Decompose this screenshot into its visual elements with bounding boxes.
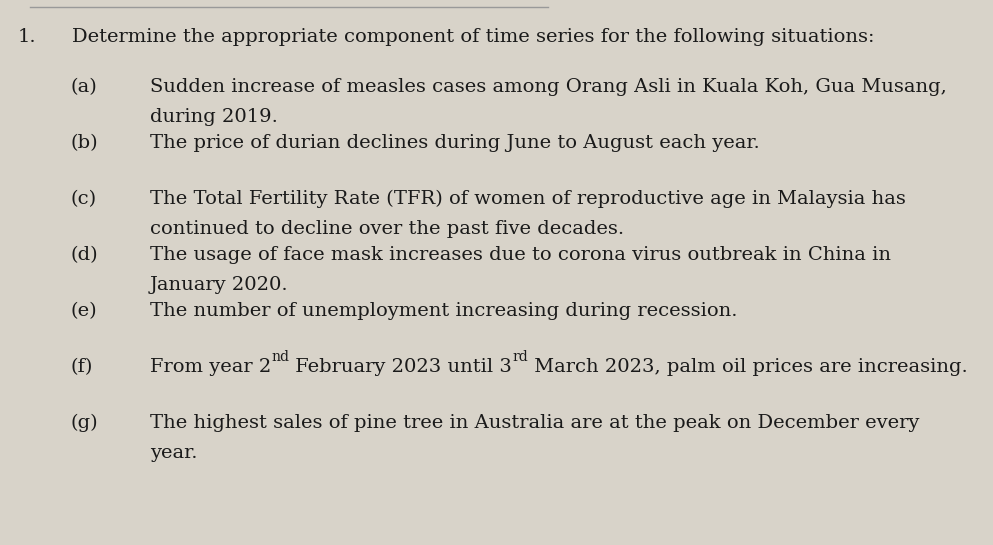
Text: From year 2: From year 2 (150, 358, 271, 376)
Text: (a): (a) (70, 78, 96, 96)
Text: March 2023, palm oil prices are increasing.: March 2023, palm oil prices are increasi… (528, 358, 967, 376)
Text: year.: year. (150, 444, 198, 462)
Text: rd: rd (512, 350, 528, 364)
Text: (b): (b) (70, 134, 97, 152)
Text: 1.: 1. (18, 28, 37, 46)
Text: continued to decline over the past five decades.: continued to decline over the past five … (150, 220, 625, 238)
Text: Determine the appropriate component of time series for the following situations:: Determine the appropriate component of t… (72, 28, 875, 46)
Text: The usage of face mask increases due to corona virus outbreak in China in: The usage of face mask increases due to … (150, 246, 891, 264)
Text: (c): (c) (70, 190, 96, 208)
Text: (e): (e) (70, 302, 96, 320)
Text: The number of unemployment increasing during recession.: The number of unemployment increasing du… (150, 302, 738, 320)
Text: Sudden increase of measles cases among Orang Asli in Kuala Koh, Gua Musang,: Sudden increase of measles cases among O… (150, 78, 946, 96)
Text: (g): (g) (70, 414, 97, 432)
Text: (d): (d) (70, 246, 97, 264)
Text: The highest sales of pine tree in Australia are at the peak on December every: The highest sales of pine tree in Austra… (150, 414, 920, 432)
Text: The Total Fertility Rate (TFR) of women of reproductive age in Malaysia has: The Total Fertility Rate (TFR) of women … (150, 190, 906, 208)
Text: January 2020.: January 2020. (150, 276, 289, 294)
Text: (f): (f) (70, 358, 92, 376)
Text: February 2023 until 3: February 2023 until 3 (289, 358, 512, 376)
Text: during 2019.: during 2019. (150, 108, 278, 126)
Text: nd: nd (271, 350, 289, 364)
Text: The price of durian declines during June to August each year.: The price of durian declines during June… (150, 134, 760, 152)
